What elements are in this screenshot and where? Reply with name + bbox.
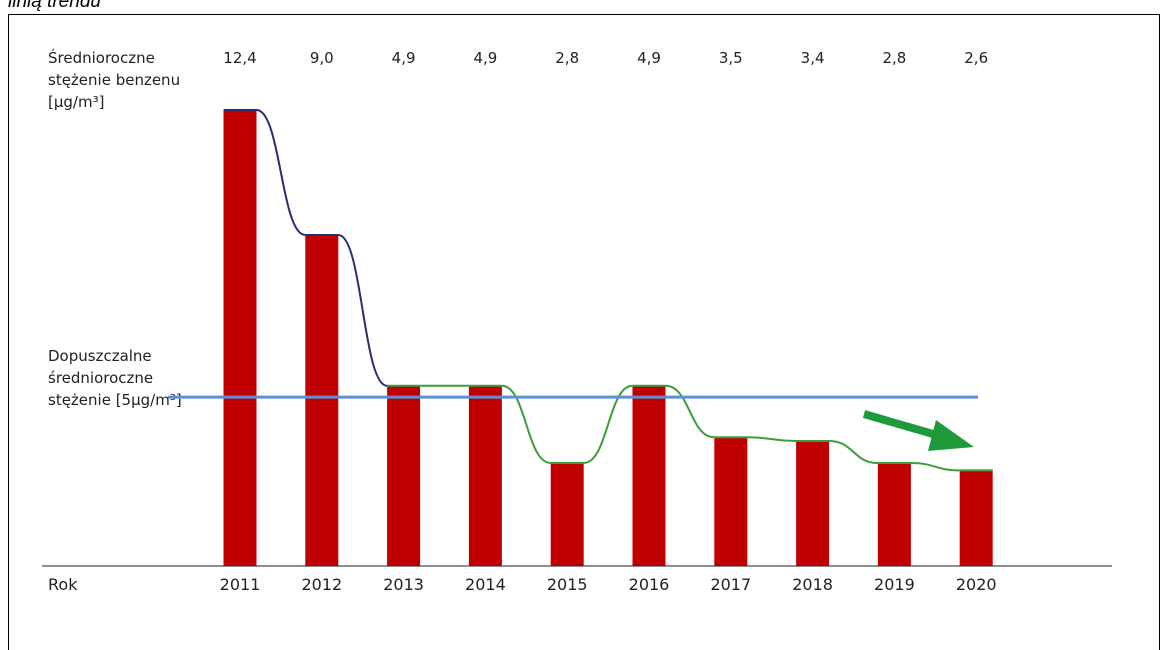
x-tick-labels: 2011 2012 2013 2014 2015 2016 2017 2018 2019 2020	[220, 575, 997, 594]
trend-segment	[583, 384, 633, 465]
value-label: 4,9	[637, 49, 661, 67]
bar-2011	[223, 110, 257, 566]
value-row-label-line: stężenie benzenu	[48, 71, 180, 89]
trend-segment	[910, 462, 960, 472]
figure-caption: linią trendu	[8, 0, 101, 12]
limit-label: Dopuszczalne średnioroczne stężenie [5µg/m…	[48, 347, 182, 409]
x-tick-2017: 2017	[710, 575, 751, 594]
value-label: 3,4	[801, 49, 825, 67]
trend-segment	[747, 436, 797, 442]
value-label: 12,4	[223, 49, 256, 67]
trend-segment	[501, 384, 551, 465]
x-tick-2012: 2012	[301, 575, 342, 594]
bar-2019	[877, 463, 911, 566]
trend-arrow-icon	[862, 410, 974, 451]
x-tick-2013: 2013	[383, 575, 424, 594]
x-tick-2014: 2014	[465, 575, 506, 594]
value-row-label-line: Średnioroczne	[48, 48, 155, 67]
trend-line	[223, 109, 993, 472]
arrow-shaft	[862, 410, 942, 440]
bar-2016	[632, 385, 666, 566]
value-label: 2,8	[555, 49, 579, 67]
limit-label-line: stężenie [5µg/m³]	[48, 391, 182, 409]
arrow-head	[928, 420, 974, 451]
bar-2013	[387, 385, 421, 566]
bar-2020	[959, 470, 993, 566]
limit-label-line: Dopuszczalne	[48, 347, 152, 365]
value-label: 4,9	[392, 49, 416, 67]
trend-segment	[337, 234, 388, 387]
bar-2017	[714, 437, 748, 566]
value-label: 4,9	[473, 49, 497, 67]
limit-label-line: średnioroczne	[48, 369, 153, 387]
x-tick-2018: 2018	[792, 575, 833, 594]
bar-2015	[550, 463, 584, 566]
value-label: 2,6	[964, 49, 988, 67]
x-axis-label: Rok	[48, 575, 78, 594]
x-tick-2019: 2019	[874, 575, 915, 594]
value-label: 9,0	[310, 49, 334, 67]
trend-segment	[829, 439, 878, 465]
bar-2014	[468, 385, 502, 566]
bar-2012	[305, 235, 339, 566]
x-tick-2020: 2020	[956, 575, 997, 594]
value-labels: 12,4 9,0 4,9 4,9 2,8 4,9 3,5 3,4 2,8 2,6	[223, 49, 988, 67]
value-label: 3,5	[719, 49, 743, 67]
x-tick-2016: 2016	[629, 575, 670, 594]
trend-segment	[256, 109, 306, 237]
value-row-label: Średnioroczne stężenie benzenu [µg/m³]	[48, 48, 180, 111]
x-tick-2011: 2011	[220, 575, 261, 594]
bars	[223, 110, 993, 566]
x-tick-2015: 2015	[547, 575, 588, 594]
value-row-label-line: [µg/m³]	[48, 93, 104, 111]
trend-segment	[665, 384, 715, 439]
value-label: 2,8	[882, 49, 906, 67]
bar-2018	[796, 440, 830, 566]
